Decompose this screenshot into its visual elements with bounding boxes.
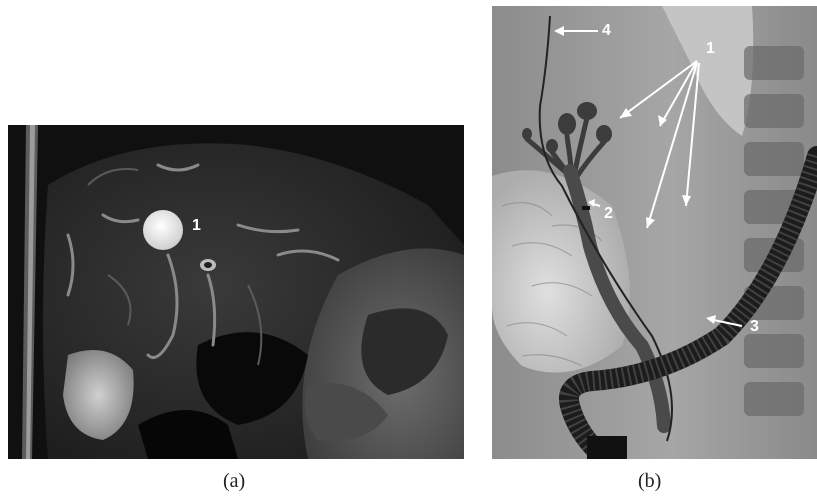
lesion-label: 1 bbox=[192, 217, 201, 234]
label-2: 2 bbox=[604, 205, 613, 222]
panel-a-caption: (a) bbox=[223, 470, 246, 492]
mri-image-panel: 1 bbox=[8, 125, 464, 459]
label-1: 1 bbox=[706, 40, 715, 57]
label-4: 4 bbox=[602, 22, 611, 39]
fluoroscopy-image bbox=[492, 6, 817, 459]
label-3: 3 bbox=[750, 318, 759, 335]
panel-b-caption: (b) bbox=[638, 470, 662, 492]
fluoroscopy-image-panel: 1 2 3 4 bbox=[492, 6, 817, 459]
mri-image bbox=[8, 125, 464, 459]
